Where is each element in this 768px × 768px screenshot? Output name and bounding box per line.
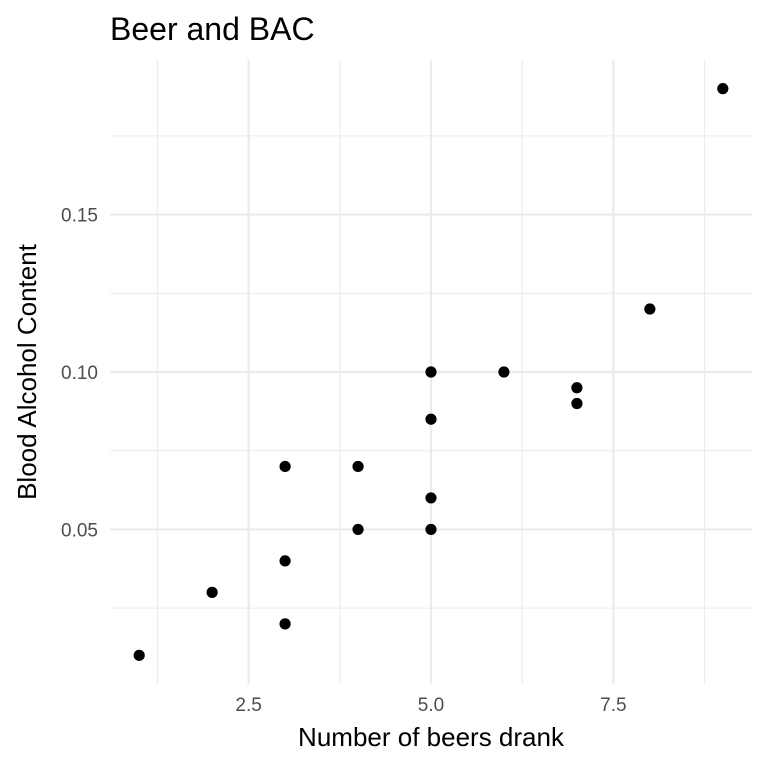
x-tick-label: 2.5	[235, 695, 261, 716]
data-point	[498, 366, 510, 378]
data-point	[644, 303, 656, 315]
data-point	[352, 460, 364, 473]
data-point	[425, 413, 437, 425]
data-point	[279, 618, 291, 630]
x-tick-label: 7.5	[600, 695, 626, 716]
x-axis-title: Number of beers drank	[298, 722, 565, 752]
data-point	[425, 523, 437, 536]
data-point	[206, 586, 218, 598]
data-point	[279, 555, 291, 567]
chart-title: Beer and BAC	[110, 11, 315, 47]
x-axis-ticks: 2.5 5.0 7.5	[235, 695, 626, 716]
y-tick-label: 0.05	[61, 520, 98, 541]
data-point	[425, 492, 437, 504]
data-point	[571, 397, 583, 410]
data-point	[571, 382, 583, 394]
y-tick-label: 0.15	[61, 206, 98, 227]
x-tick-label: 5.0	[418, 695, 444, 716]
data-points	[133, 83, 729, 661]
data-point	[717, 83, 729, 95]
data-point	[352, 523, 364, 536]
data-point	[425, 366, 437, 378]
data-point	[133, 649, 145, 661]
y-tick-label: 0.10	[61, 363, 98, 384]
y-axis-ticks: 0.05 0.10 0.15	[61, 206, 98, 542]
y-axis-title: Blood Alcohol Content	[12, 243, 42, 500]
data-point	[279, 460, 291, 473]
